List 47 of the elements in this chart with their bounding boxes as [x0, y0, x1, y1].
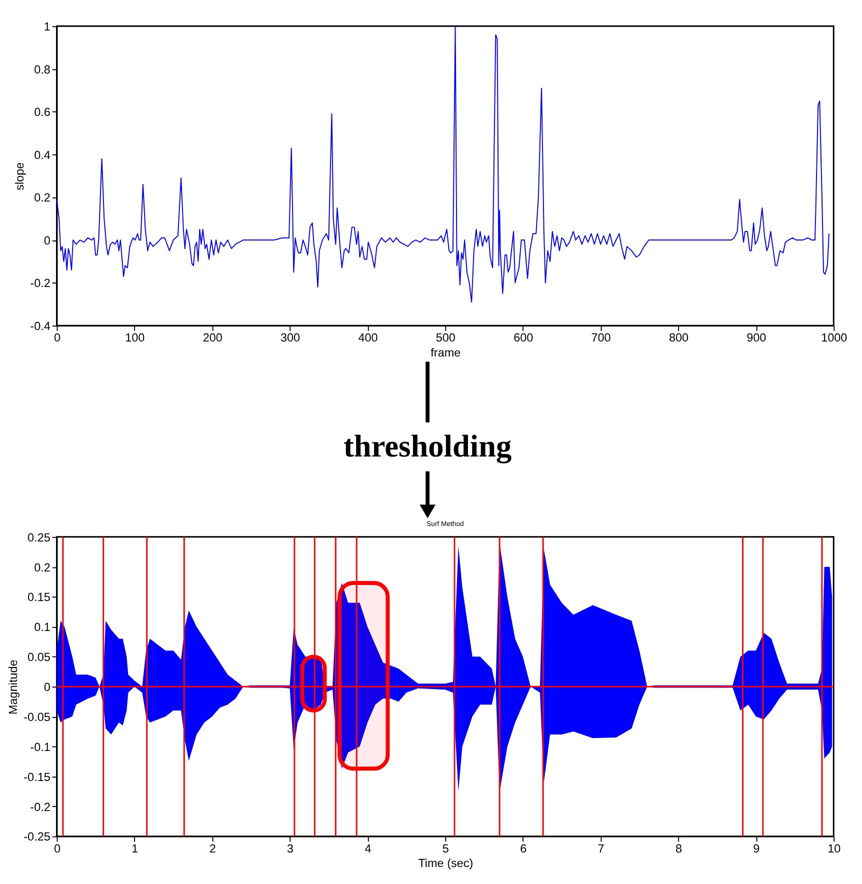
x-tick-label: 0: [54, 842, 61, 856]
x-tick-label: 700: [591, 332, 612, 345]
x-tick-label: 5: [442, 842, 450, 856]
y-tick-label: 0.25: [28, 531, 51, 544]
x-tick-label: 4: [364, 842, 372, 856]
x-tick-label: 10: [828, 842, 842, 856]
x-tick-label: 200: [202, 332, 223, 345]
y-tick-label: -0.4: [30, 320, 51, 333]
y-tick-label: 1: [44, 20, 50, 34]
x-tick-label: 0: [54, 332, 61, 345]
x-tick-label: 1: [132, 842, 138, 856]
x-tick-label: 2: [209, 842, 216, 856]
x-tick-label: 3: [287, 842, 294, 856]
x-axis-title: frame: [430, 346, 461, 360]
x-tick-label: 600: [514, 332, 534, 345]
x-tick-label: 900: [746, 332, 767, 345]
y-tick-label: -0.05: [24, 710, 51, 724]
y-axis-title: slope: [13, 162, 26, 190]
y-tick-label: 0.05: [28, 651, 51, 664]
x-tick-label: 1000: [821, 332, 848, 345]
y-tick-label: 0.2: [34, 192, 50, 205]
y-tick-label: -0.2: [30, 800, 50, 814]
x-tick-label: 8: [675, 842, 682, 856]
x-tick-label: 500: [436, 332, 456, 345]
y-tick-label: 0.8: [34, 63, 51, 76]
y-tick-label: 0.4: [34, 148, 51, 162]
x-tick-label: 400: [358, 332, 378, 345]
y-tick-label: -0.2: [30, 277, 50, 290]
y-tick-label: 0: [44, 234, 51, 248]
x-tick-label: 800: [668, 332, 689, 345]
x-tick-label: 300: [280, 332, 301, 345]
y-tick-label: 0.1: [34, 621, 50, 634]
x-tick-label: 100: [125, 332, 146, 345]
y-tick-label: 0.6: [34, 106, 51, 120]
x-tick-label: 6: [520, 842, 528, 856]
text: thresholding: [344, 428, 512, 464]
y-tick-label: 0.15: [28, 591, 51, 604]
y-tick-label: 0.2: [34, 561, 50, 574]
y-tick-label: -0.15: [24, 770, 51, 784]
y-tick-label: -0.1: [30, 740, 50, 754]
x-axis-title: Time (sec): [418, 857, 474, 870]
line-series: [56, 26, 830, 303]
y-axis-title: Magnitude: [6, 660, 20, 715]
x-tick-label: 7: [598, 842, 604, 856]
y-tick-label: -0.25: [24, 830, 51, 844]
y-tick-label: 0: [44, 681, 51, 694]
x-tick-label: 9: [753, 842, 760, 856]
